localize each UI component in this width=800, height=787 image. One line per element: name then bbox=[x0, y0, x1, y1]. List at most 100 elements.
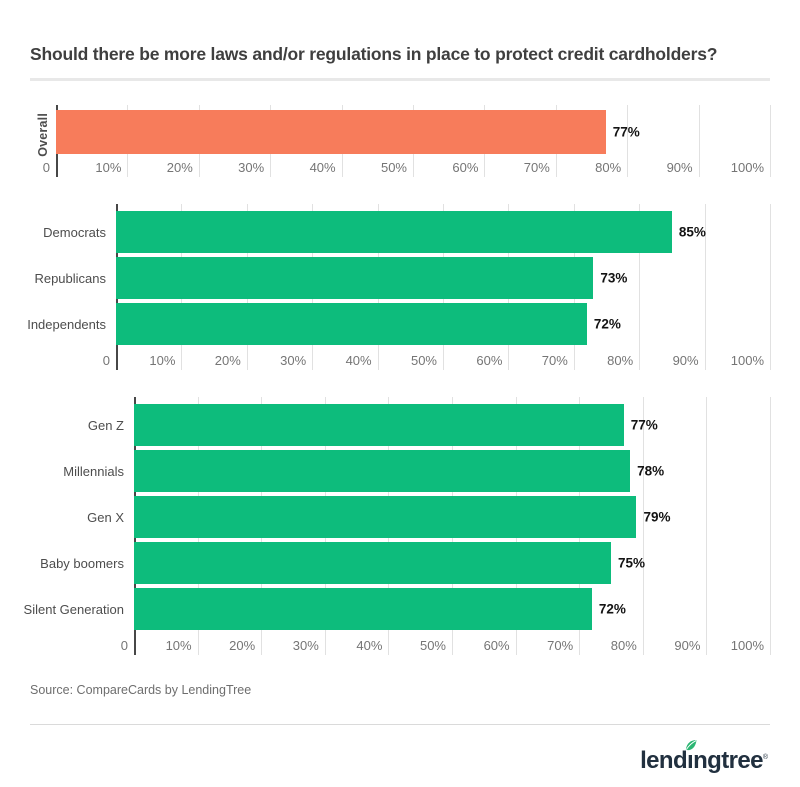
gridline bbox=[706, 397, 708, 655]
value-label: 78% bbox=[637, 463, 665, 479]
axis-tick-label: 100% bbox=[730, 638, 764, 653]
charts-container: Overall 77% 0 10% 20% 30% 40% 50% 60% 70% 80% 90% 10… bbox=[23, 105, 771, 655]
axis-tick-label: 40% bbox=[356, 638, 383, 653]
axis-tick-label: 0 bbox=[102, 353, 110, 368]
axis-tick-label: 100% bbox=[730, 353, 764, 368]
bar-row: 75% bbox=[134, 540, 770, 586]
category-labels: Democrats Republicans Independents bbox=[27, 204, 116, 370]
axis-tick-label: 80% bbox=[607, 353, 634, 368]
category-label: Independents bbox=[27, 316, 106, 332]
bar-chart-2: Democrats Republicans Independents 85% 73% 72… bbox=[27, 204, 771, 370]
value-label: 72% bbox=[593, 316, 621, 332]
bar-democrats bbox=[116, 211, 672, 253]
bar-millennials bbox=[134, 450, 631, 492]
bar-independents bbox=[116, 303, 587, 345]
axis-tick-label: 10% bbox=[95, 160, 122, 175]
logo-letter-i: ı bbox=[685, 740, 697, 774]
gridline bbox=[642, 397, 644, 655]
x-axis-ticks: 0 10% 20% 30% 40% 50% 60% 70% 80% 90% 100% bbox=[121, 632, 770, 655]
plot-area: 85% 73% 72% 0 10% 20% 30% 40% 50% 60% 70% 80% 90% 100… bbox=[103, 204, 771, 370]
bar-silent-generation bbox=[134, 588, 592, 630]
bar-row: 73% bbox=[116, 255, 770, 301]
axis-tick-label: 50% bbox=[410, 353, 437, 368]
bar-gen-x bbox=[134, 496, 637, 538]
axis-tick-label: 100% bbox=[730, 160, 764, 175]
axis-tick-label: 80% bbox=[595, 160, 622, 175]
axis-tick-label: 0 bbox=[120, 638, 128, 653]
gridline bbox=[639, 204, 641, 370]
gridline bbox=[770, 105, 771, 177]
logo-text-i: ı bbox=[687, 747, 694, 774]
axis-tick-label: 60% bbox=[452, 160, 479, 175]
bars-group: 77% 78% 79% 75% 72% bbox=[134, 397, 770, 632]
category-label: Democrats bbox=[43, 224, 106, 240]
bar-row: 77% bbox=[56, 110, 770, 154]
bar-row: 79% bbox=[134, 494, 770, 540]
title-divider bbox=[30, 78, 770, 81]
bars-group: 85% 73% 72% bbox=[116, 204, 770, 347]
value-label: 72% bbox=[598, 601, 626, 617]
value-label: 85% bbox=[678, 224, 706, 240]
value-label: 77% bbox=[630, 417, 658, 433]
bar-row: 72% bbox=[134, 586, 770, 632]
axis-tick-label: 70% bbox=[523, 160, 550, 175]
axis-tick-label: 20% bbox=[166, 160, 193, 175]
footer-divider bbox=[30, 724, 770, 725]
value-label: 79% bbox=[643, 509, 671, 525]
gridline bbox=[698, 105, 700, 177]
axis-tick-label: 30% bbox=[280, 353, 307, 368]
axis-tick-label: 20% bbox=[214, 353, 241, 368]
axis-tick-label: 90% bbox=[674, 638, 701, 653]
category-label: Republicans bbox=[34, 270, 106, 286]
footer-logo-row: lend ıngtree® bbox=[30, 740, 770, 774]
axis-tick-label: 40% bbox=[309, 160, 336, 175]
gridline bbox=[627, 105, 629, 177]
axis-tick-label: 20% bbox=[229, 638, 256, 653]
axis-tick-label: 10% bbox=[165, 638, 192, 653]
bar-row: 78% bbox=[134, 448, 770, 494]
axis-tick-label: 50% bbox=[419, 638, 446, 653]
axis-tick-label: 90% bbox=[672, 353, 699, 368]
plot-area: 77% 0 10% 20% 30% 40% 50% 60% 70% 80% 90% 100% bbox=[43, 105, 771, 177]
category-label: Silent Generation bbox=[23, 601, 124, 617]
bar-row: 72% bbox=[116, 301, 770, 347]
logo-text-pre: lend bbox=[640, 747, 688, 774]
gridline bbox=[704, 204, 706, 370]
leaf-icon bbox=[685, 740, 697, 751]
axis-tick-label: 40% bbox=[345, 353, 372, 368]
value-label: 73% bbox=[600, 270, 628, 286]
axis-tick-label: 30% bbox=[238, 160, 265, 175]
bar-gen-z bbox=[134, 404, 624, 446]
category-label: Baby boomers bbox=[40, 555, 124, 571]
category-label: Overall bbox=[36, 112, 50, 157]
x-axis-ticks: 0 10% 20% 30% 40% 50% 60% 70% 80% 90% 100% bbox=[103, 347, 770, 370]
logo-text-post: ngtree bbox=[693, 747, 763, 774]
bar-row: 85% bbox=[116, 209, 770, 255]
logo-trademark: ® bbox=[762, 754, 768, 761]
axis-tick-label: 60% bbox=[476, 353, 503, 368]
category-label: Gen X bbox=[87, 509, 124, 525]
axis-tick-label: 80% bbox=[610, 638, 637, 653]
plot-area: 77% 78% 79% 75% 72% 0 10% 20% 30% 40% 50% 60% 70% 80%… bbox=[121, 397, 771, 655]
bar-republicans bbox=[116, 257, 594, 299]
bars-group: 77% bbox=[56, 105, 770, 154]
gridline bbox=[770, 204, 771, 370]
category-label: Gen Z bbox=[87, 417, 124, 433]
value-label: 75% bbox=[618, 555, 646, 571]
page-title: Should there be more laws and/or regulat… bbox=[30, 44, 718, 64]
bar-row: 77% bbox=[134, 402, 770, 448]
axis-tick-label: 50% bbox=[380, 160, 407, 175]
axis-tick-label: 10% bbox=[149, 353, 176, 368]
gridline bbox=[770, 397, 771, 655]
lendingtree-logo: lend ıngtree® bbox=[640, 740, 768, 774]
axis-tick-label: 70% bbox=[541, 353, 568, 368]
bar-chart-3: Gen Z Millennials Gen X Baby boomers Silent … bbox=[23, 397, 771, 655]
value-label: 77% bbox=[612, 124, 640, 140]
bar-baby-boomers bbox=[134, 542, 611, 584]
axis-tick-label: 0 bbox=[42, 160, 50, 175]
category-labels: Gen Z Millennials Gen X Baby boomers Silent … bbox=[23, 397, 134, 655]
axis-tick-label: 30% bbox=[292, 638, 319, 653]
axis-tick-label: 60% bbox=[483, 638, 510, 653]
category-labels: Overall bbox=[30, 105, 56, 159]
